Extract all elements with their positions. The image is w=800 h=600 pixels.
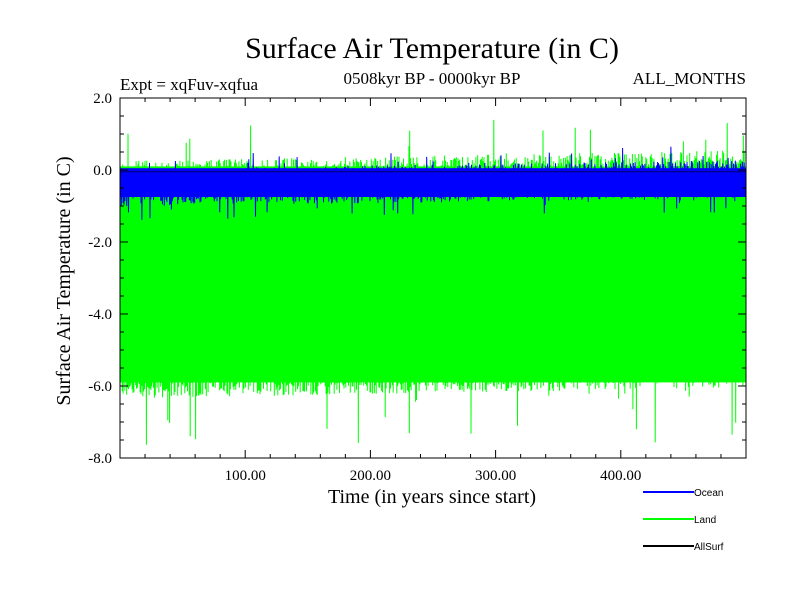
y-tick-label: 0.0 [93, 163, 112, 179]
y-axis-label: Surface Air Temperature (in C) [53, 156, 75, 405]
chart-title: Surface Air Temperature (in C) [245, 32, 619, 65]
x-tick-label: 300.00 [475, 468, 516, 484]
land-series-line [119, 119, 747, 445]
axes: 100.00 200.00 300.00 400.00 2.0 0.0 -2.0 -4.0 -6… [88, 91, 747, 484]
x-tick-label: 400.00 [600, 468, 641, 484]
expt-label: Expt = xqFuv-xqfua [120, 75, 258, 94]
x-tick-label: 100.00 [225, 468, 266, 484]
legend-label-allsurf: AllSurf [694, 542, 724, 553]
ocean-series-line [119, 146, 747, 220]
x-tick-label: 200.00 [350, 468, 391, 484]
plot-series [119, 119, 747, 445]
y-tick-label: -2.0 [88, 235, 112, 251]
legend: Ocean Land AllSurf [643, 488, 724, 553]
months-label: ALL_MONTHS [633, 69, 746, 88]
chart-subtitle: 0508kyr BP - 0000kyr BP [344, 69, 521, 88]
y-tick-label: 2.0 [93, 91, 112, 107]
x-axis-label: Time (in years since start) [328, 486, 536, 508]
y-tick-label: -8.0 [88, 451, 112, 467]
y-tick-label: -6.0 [88, 379, 112, 395]
legend-label-land: Land [694, 515, 716, 526]
y-tick-label: -4.0 [88, 307, 112, 323]
legend-label-ocean: Ocean [694, 488, 723, 499]
